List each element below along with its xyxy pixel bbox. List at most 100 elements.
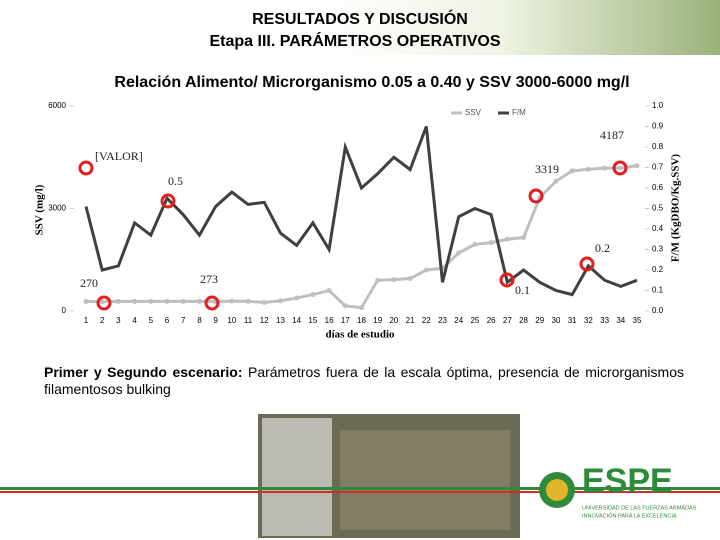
- point: [132, 298, 138, 304]
- y-tick-label: 0: [62, 306, 67, 315]
- chart-title: Relación Alimento/ Microrganismo 0.05 a …: [114, 74, 629, 91]
- highlight-circle: [499, 272, 515, 288]
- point: [277, 298, 283, 304]
- highlight-circle: [96, 295, 112, 311]
- highlight-circle: [204, 295, 220, 311]
- point: [83, 298, 89, 304]
- point: [245, 298, 251, 304]
- highlight-circle: [78, 160, 94, 176]
- annotation: 0.2: [595, 241, 610, 255]
- point: [407, 276, 413, 282]
- y2-tick-label: 0.2: [652, 265, 664, 274]
- x-tick-label: 35: [633, 316, 642, 325]
- x-tick-label: 31: [568, 316, 577, 325]
- annotation: 3319: [535, 162, 559, 176]
- y-tick-label: 3000: [48, 204, 66, 213]
- x-tick-label: 32: [584, 316, 593, 325]
- x-tick-label: 26: [487, 316, 496, 325]
- point: [342, 303, 348, 309]
- annotation: 0.1: [515, 283, 530, 297]
- y2-tick-label: 0.8: [652, 142, 664, 151]
- y2-tick-label: 0.1: [652, 286, 664, 295]
- highlight-circle: [579, 256, 595, 272]
- x-tick-label: 7: [181, 316, 186, 325]
- x-tick-label: 19: [373, 316, 382, 325]
- highlight-circle: [528, 188, 544, 204]
- x-tick-label: 24: [454, 316, 463, 325]
- annotation: 270: [80, 276, 98, 290]
- y2-tick-label: 0.4: [652, 224, 664, 233]
- point: [326, 288, 332, 293]
- x-tick-label: 9: [213, 316, 218, 325]
- highlight-circle: [612, 160, 628, 176]
- y2-tick-label: 0.0: [652, 306, 664, 315]
- x-tick-label: 20: [389, 316, 398, 325]
- subtitle: Etapa III. PARÁMETROS OPERATIVOS: [210, 31, 501, 50]
- x-tick-label: 3: [116, 316, 121, 325]
- x-tick-label: 14: [292, 316, 301, 325]
- y2-axis-label: F/M (KgDBO/Kg.SSV): [670, 154, 682, 263]
- logo-emblem: [546, 479, 568, 501]
- x-tick-label: 17: [341, 316, 350, 325]
- y-tick-label: 6000: [48, 101, 66, 110]
- x-tick-label: 11: [244, 316, 253, 325]
- divider: [0, 487, 720, 490]
- y2-tick-label: 0.3: [652, 245, 664, 254]
- y2-tick-label: 0.7: [652, 163, 664, 172]
- x-axis-label: días de estudio: [325, 329, 395, 341]
- x-tick-label: 6: [165, 316, 170, 325]
- x-tick-label: 5: [149, 316, 154, 325]
- point: [521, 235, 527, 241]
- highlight-circle: [160, 193, 176, 209]
- x-tick-label: 1: [84, 316, 89, 325]
- x-tick-label: 16: [325, 316, 334, 325]
- point: [359, 305, 364, 311]
- x-tick-label: 13: [276, 316, 285, 325]
- legend-label: SSV: [465, 108, 482, 117]
- point: [472, 241, 478, 247]
- annotation: 0.5: [168, 174, 183, 188]
- logo-line: UNIVERSIDAD DE LAS FUERZAS ARMADAS: [582, 505, 697, 511]
- x-tick-label: 12: [260, 316, 269, 325]
- caption-bold: Primer y Segundo escenario:: [44, 364, 243, 380]
- point: [423, 267, 429, 273]
- logo-text: ESPE: [582, 462, 673, 500]
- point: [585, 166, 591, 172]
- point: [180, 298, 186, 304]
- y-axis-label: SSV (mg/l): [34, 184, 46, 235]
- x-tick-label: 22: [422, 316, 431, 325]
- x-tick-label: 10: [227, 316, 236, 325]
- point: [456, 250, 462, 256]
- title: RESULTADOS Y DISCUSIÓN: [252, 9, 468, 28]
- divider: [0, 491, 720, 493]
- photo-water: [340, 430, 510, 530]
- point: [504, 236, 510, 242]
- y2-tick-label: 0.6: [652, 183, 664, 192]
- point: [261, 299, 267, 305]
- point: [310, 292, 316, 298]
- point: [229, 298, 235, 304]
- x-tick-label: 2: [100, 316, 105, 325]
- x-tick-label: 15: [308, 316, 317, 325]
- point: [553, 178, 559, 184]
- annotation: [VALOR]: [95, 149, 143, 163]
- point: [569, 168, 575, 174]
- y2-tick-label: 1.0: [652, 101, 664, 110]
- x-tick-label: 4: [132, 316, 137, 325]
- point: [99, 299, 105, 305]
- y2-tick-label: 0.5: [652, 204, 664, 213]
- photo-foam: [262, 418, 332, 536]
- x-tick-label: 27: [503, 316, 512, 325]
- point: [164, 298, 170, 304]
- point: [196, 298, 202, 304]
- point: [148, 298, 154, 304]
- point: [602, 165, 608, 171]
- legend-label: F/M: [512, 108, 526, 117]
- x-tick-label: 34: [616, 316, 625, 325]
- y2-tick-label: 0.9: [652, 122, 664, 131]
- point: [294, 295, 300, 301]
- x-tick-label: 30: [552, 316, 561, 325]
- caption-text: Parámetros fuera de la escala óptima, pr…: [44, 364, 684, 397]
- caption: Primer y Segundo escenario: Parámetros f…: [44, 364, 684, 398]
